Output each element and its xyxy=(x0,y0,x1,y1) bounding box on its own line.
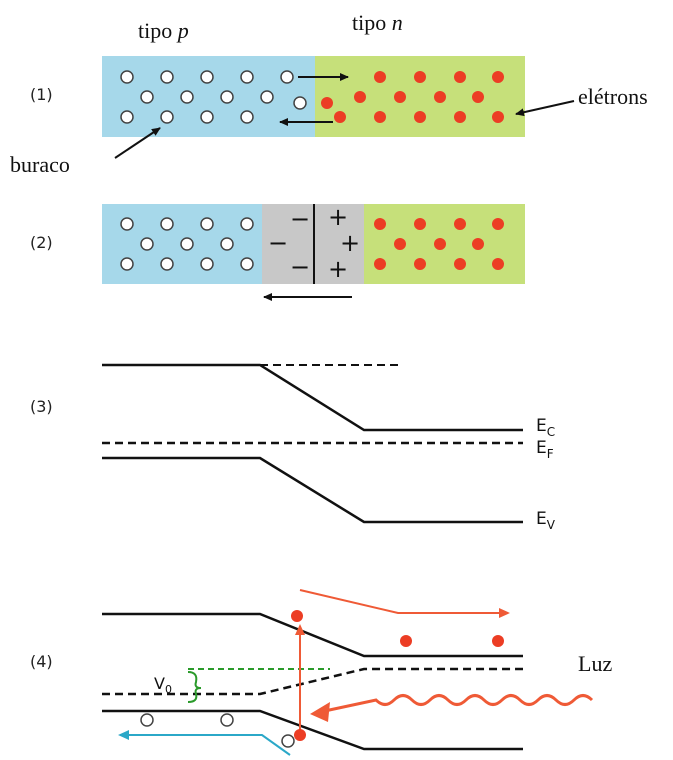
conduction-band-edge-4 xyxy=(102,612,523,658)
svg-text:+: + xyxy=(340,229,360,257)
negative-charges: − − − xyxy=(268,205,310,281)
electrons-1 xyxy=(321,71,504,123)
ec-label: EC xyxy=(536,416,555,439)
valence-band-edge-4 xyxy=(102,709,523,751)
svg-text:−: − xyxy=(290,253,310,281)
light-wave-arrow xyxy=(319,694,594,714)
electrons-2 xyxy=(374,218,504,270)
p-region-1 xyxy=(102,56,315,137)
ef-label: EF xyxy=(536,438,554,461)
hole-p-2 xyxy=(220,713,234,727)
svg-text:−: − xyxy=(290,205,310,233)
generated-hole xyxy=(281,734,295,748)
holes-1 xyxy=(120,70,307,124)
fermi-level-p-4 xyxy=(102,667,523,696)
electron-label: elétrons xyxy=(578,84,648,109)
light-label: Luz xyxy=(578,651,612,676)
excited-electron xyxy=(291,610,303,622)
conduction-band-edge xyxy=(102,363,523,432)
p-type-label: tipo p xyxy=(138,18,189,43)
electron-n-1 xyxy=(400,635,412,647)
electron-drift-arrow xyxy=(299,589,510,618)
positive-charges: + + + xyxy=(328,203,360,283)
panel-2-number: (2) xyxy=(30,233,53,252)
svg-text:+: + xyxy=(328,255,348,283)
panel-4-number: (4) xyxy=(30,652,53,671)
light-wave-arrowhead xyxy=(310,702,330,722)
hole-p-1 xyxy=(140,713,154,727)
panel-1-number: (1) xyxy=(30,85,53,104)
valence-band-edge xyxy=(102,456,523,524)
ev-label: EV xyxy=(536,509,556,532)
holes-2 xyxy=(120,217,254,271)
electron-pointer-arrow xyxy=(515,100,575,117)
hole-drift-arrow xyxy=(118,730,291,756)
v0-brace xyxy=(187,671,202,703)
n-region-1 xyxy=(315,56,525,137)
svg-text:+: + xyxy=(328,203,348,231)
electron-n-2 xyxy=(492,635,504,647)
hole-pointer-arrow xyxy=(114,127,161,159)
panel-3-number: (3) xyxy=(30,397,53,416)
electron-bottom xyxy=(294,729,306,741)
n-type-label: tipo n xyxy=(352,10,403,35)
hole-label: buraco xyxy=(10,152,70,177)
svg-text:−: − xyxy=(268,229,288,257)
v0-label: V0 xyxy=(154,674,172,696)
